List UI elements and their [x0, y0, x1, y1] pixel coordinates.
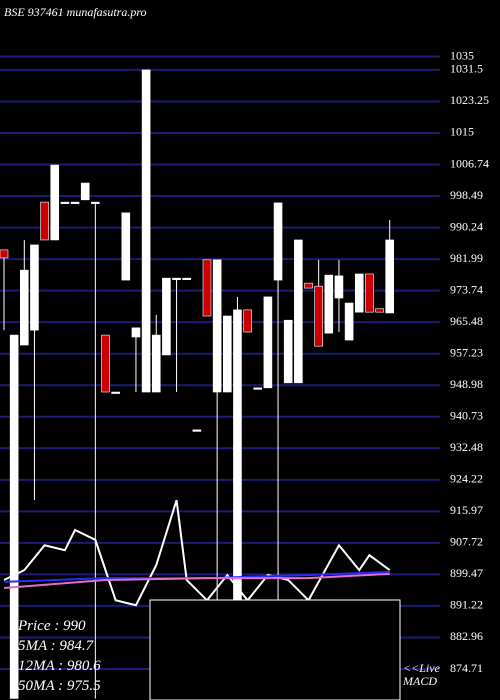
legend-text: Price : 990 — [17, 618, 86, 634]
live-label: <<Live — [403, 661, 441, 675]
candle-body — [283, 319, 293, 384]
y-tick-label: 891.22 — [450, 598, 483, 612]
y-tick-label: 932.48 — [450, 440, 483, 454]
candle-body — [354, 273, 364, 313]
candle-body — [40, 201, 49, 241]
grid — [0, 55, 440, 671]
candle-body — [294, 239, 303, 384]
legend-text: 5MA : 984.7 — [18, 638, 95, 654]
legend-text: 50MA : 975.5 — [18, 678, 101, 694]
chart-title: BSE 937461 munafasutra.pro — [4, 5, 147, 19]
candle-body — [212, 259, 222, 393]
y-tick-label: 1031.5 — [450, 62, 483, 76]
macd-panel — [149, 599, 401, 700]
candle-body — [243, 309, 252, 333]
candles — [0, 69, 395, 699]
candle-body — [253, 387, 263, 390]
candle-body — [365, 273, 374, 313]
candle-body — [141, 69, 151, 393]
y-tick-label: 899.47 — [450, 566, 483, 580]
candle-body — [172, 277, 181, 280]
candle-body — [375, 308, 384, 313]
y-tick-label: 965.48 — [450, 314, 483, 328]
y-tick-label: 1015 — [450, 125, 474, 139]
candle-body — [273, 202, 283, 281]
y-tick-label: 874.71 — [450, 661, 483, 675]
candle-body — [0, 249, 9, 259]
candle-body — [202, 259, 212, 317]
y-tick-label: 1006.74 — [450, 156, 489, 170]
y-tick-label: 998.49 — [450, 188, 483, 202]
y-tick-label: 882.96 — [450, 629, 483, 643]
y-tick-label: 907.72 — [450, 535, 483, 549]
candle-body — [19, 269, 29, 346]
y-tick-label: 940.73 — [450, 409, 483, 423]
candle-body — [233, 309, 242, 601]
y-tick-label: 1035 — [450, 48, 474, 62]
y-tick-label: 915.97 — [450, 503, 483, 517]
y-tick-label: 1023.25 — [450, 93, 489, 107]
candle-body — [30, 244, 39, 331]
y-tick-label: 924.22 — [450, 472, 483, 486]
candle-body — [223, 315, 232, 393]
candle-body — [344, 302, 354, 341]
live-label: MACD — [402, 674, 437, 688]
candle-body — [111, 391, 120, 394]
indicator-line — [3, 499, 391, 607]
y-tick-label: 948.98 — [450, 377, 483, 391]
candle-body — [50, 164, 60, 241]
candle-body — [91, 201, 100, 204]
y-tick-label: 990.24 — [450, 219, 483, 233]
legend-text: 12MA : 980.6 — [18, 658, 101, 674]
candle-body — [324, 274, 334, 334]
candle-body — [192, 429, 202, 432]
candle-body — [182, 277, 191, 280]
candle-body — [9, 334, 19, 699]
indicator-line — [3, 572, 390, 590]
candle-body — [334, 275, 344, 299]
candle-body — [101, 334, 110, 393]
y-tick-label: 973.74 — [450, 282, 483, 296]
candle-body — [385, 239, 395, 314]
y-tick-label: 981.99 — [450, 251, 483, 265]
candle-body — [162, 277, 171, 356]
candle-body — [314, 285, 323, 347]
indicator-lines — [3, 499, 391, 607]
candle-body — [131, 327, 141, 338]
candle-body — [151, 334, 161, 393]
y-tick-label: 957.23 — [450, 345, 483, 359]
candle-body — [80, 182, 90, 201]
candle-body — [60, 201, 70, 204]
candle-body — [304, 282, 313, 289]
candle-body — [121, 212, 131, 281]
candle-body — [263, 296, 273, 389]
candle-body — [70, 201, 80, 204]
